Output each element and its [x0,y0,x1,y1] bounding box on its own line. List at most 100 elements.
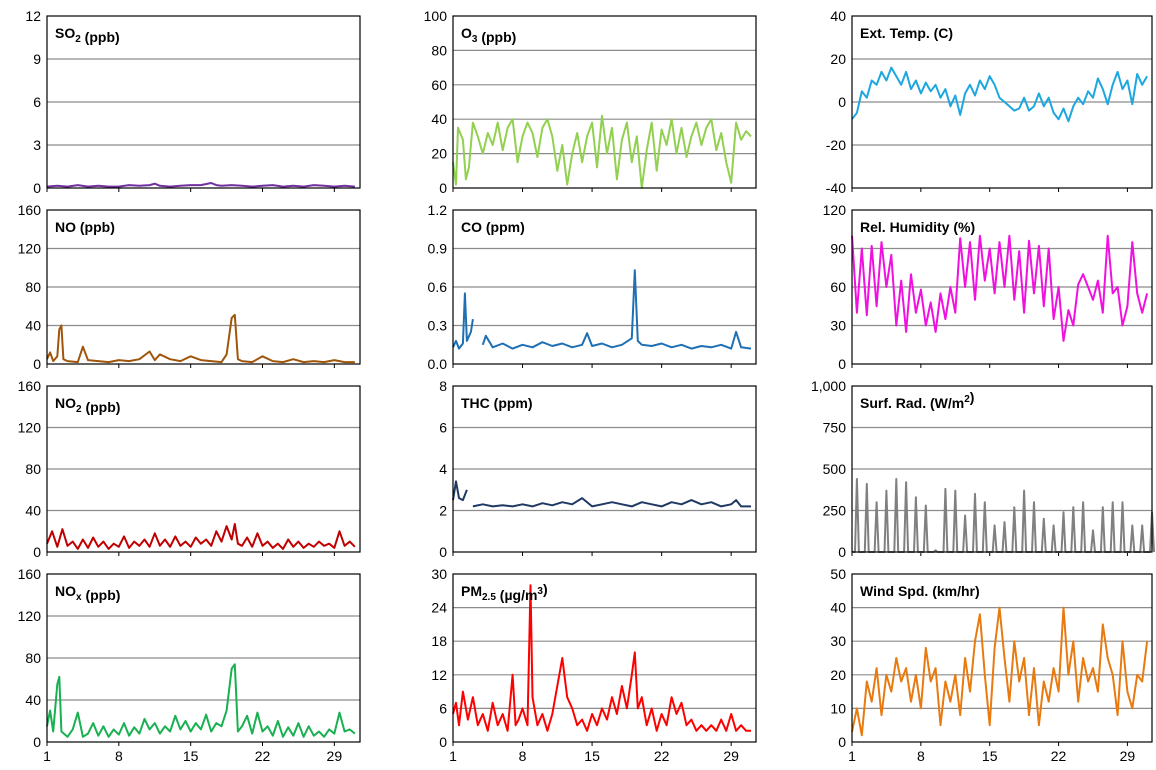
series-line [851,606,1149,737]
chart-panel: -40 -20 0 20 40 Ext. Temp. (C) [826,8,1153,196]
y-tick-label: 0 [439,734,447,750]
plot-frame [851,15,1153,189]
title-part: Wind Spd. (km/hr) [860,583,980,599]
y-tick-label: 160 [18,378,42,394]
series-line [46,523,356,550]
title-part: (ppb) [477,29,516,45]
y-tick-label: 40 [431,111,447,127]
title-part: 2.5 [482,592,496,603]
y-tick-label: 160 [18,202,42,218]
title-part: NO (ppb) [55,219,115,235]
y-tick-label: 40 [25,318,41,334]
chart-title: NO (ppb) [55,219,115,235]
y-tick-label: 0 [33,180,41,196]
x-tick-label: 22 [1051,748,1067,764]
y-tick-label: 500 [823,461,847,477]
y-tick-label: 12 [25,8,41,24]
y-tick-label: 9 [33,51,41,67]
y-tick-label: 0 [33,544,41,560]
title-part: ) [543,581,548,597]
series-line [851,234,1149,342]
y-tick-label: 0.6 [428,279,448,295]
y-tick-label: 6 [33,94,41,110]
y-tick-label: 80 [25,650,41,666]
plot-frame [452,573,757,743]
title-part: O [461,25,472,41]
title-part: NO [55,395,76,411]
chart-title: NO2 (ppb) [55,395,120,415]
title-part: (ppb) [82,399,121,415]
title-part: SO [55,25,75,41]
title-part: (ppb) [81,29,120,45]
y-tick-label: 30 [830,633,846,649]
y-tick-label: 0.3 [428,318,448,334]
title-part: CO (ppm) [461,219,525,235]
y-tick-label: 10 [830,700,846,716]
plot-frame [46,573,361,743]
title-part: Ext. Temp. (C) [860,25,953,41]
y-tick-label: 40 [25,503,41,519]
y-tick-label: 20 [431,146,447,162]
y-tick-label: 40 [830,600,846,616]
y-tick-label: 0 [33,734,41,750]
series-line [46,182,355,188]
y-tick-label: 250 [823,503,847,519]
chart-title: Wind Spd. (km/hr) [860,583,980,599]
y-tick-label: 0 [439,180,447,196]
y-tick-label: 20 [830,51,846,67]
title-part: 2 [75,34,81,45]
x-tick-label: 8 [115,748,123,764]
y-tick-label: 160 [18,566,42,582]
chart-panel: 0 250 500 750 1,000 Surf. Rad. (W/m2) [811,378,1155,560]
y-tick-label: 120 [18,608,42,624]
y-tick-label: 24 [431,600,447,616]
y-tick-label: 60 [431,77,447,93]
title-part: Surf. Rad. (W/m [860,395,964,411]
chart-panel: 0 40 80 120 160 1 8 15 22 29 NOx (ppb) [18,566,361,764]
y-tick-label: 80 [431,42,447,58]
title-part: NO [55,583,76,599]
y-tick-label: 0 [838,544,846,560]
y-tick-label: 0 [838,734,846,750]
chart-panel: 0 3 6 9 12 SO2 (ppb) [25,8,361,196]
title-part: (µg/m [496,587,538,603]
x-tick-label: 29 [1120,748,1136,764]
title-part: ) [970,389,975,405]
y-tick-label: 120 [823,202,847,218]
y-tick-label: 750 [823,420,847,436]
plot-frame [46,15,361,189]
series-line [46,663,356,738]
chart-title: SO2 (ppb) [55,25,120,45]
y-tick-label: 120 [18,420,42,436]
chart-title: Ext. Temp. (C) [860,25,953,41]
chart-panel: 0.0 0.3 0.6 0.9 1.2 CO (ppm) [428,202,757,372]
x-tick-label: 1 [43,748,51,764]
series-line [46,313,355,364]
y-tick-label: 30 [830,318,846,334]
title-part: 2 [76,404,82,415]
y-tick-label: 8 [439,378,447,394]
series-line [472,497,751,508]
y-tick-label: 1.2 [428,202,448,218]
y-tick-label: 12 [431,667,447,683]
series-line [452,292,474,350]
x-tick-label: 29 [723,748,739,764]
series-line [452,584,751,732]
y-tick-label: 18 [431,633,447,649]
chart-panel: 0 40 80 120 160 NO2 (ppb) [18,378,361,560]
y-tick-label: 90 [830,241,846,257]
chart-title: CO (ppm) [461,219,525,235]
y-tick-label: 1,000 [811,378,846,394]
y-tick-label: 6 [439,700,447,716]
title-part: THC (ppm) [461,395,533,411]
title-part: 3 [472,34,478,45]
y-tick-label: 20 [830,667,846,683]
plot-frame [46,385,361,553]
chart-title: THC (ppm) [461,395,533,411]
plot-frame [452,385,757,553]
y-tick-label: 6 [439,420,447,436]
y-tick-label: 80 [25,461,41,477]
chart-title: Rel. Humidity (%) [860,219,975,235]
